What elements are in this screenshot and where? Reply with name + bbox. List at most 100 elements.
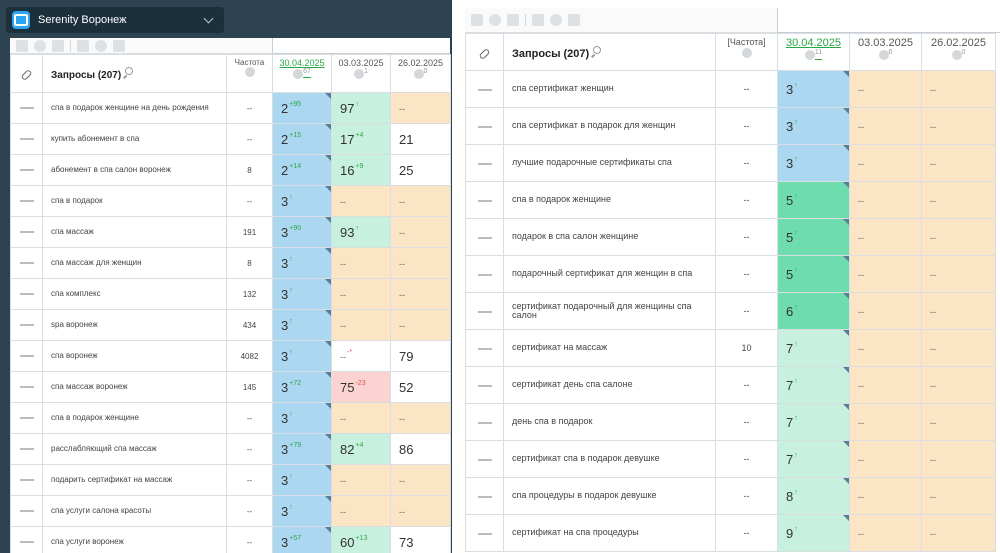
date-column-header[interactable]: 26.02.2025 0 [921, 33, 996, 71]
table-row[interactable]: spa воронеж 434 3↑ -- -- [10, 309, 451, 341]
row-link-cell[interactable] [10, 433, 43, 465]
query-cell[interactable]: спа в подарок женщине [42, 402, 227, 434]
query-cell[interactable]: спа комплекс [42, 278, 227, 310]
position-cell[interactable]: -- [390, 247, 451, 279]
position-cell[interactable]: 3↑ [272, 309, 332, 341]
row-link-cell[interactable] [10, 216, 43, 248]
search-icon[interactable] [593, 45, 602, 54]
position-cell[interactable]: 2+15 [272, 123, 332, 155]
link-icon[interactable] [507, 14, 519, 26]
row-link-cell[interactable] [465, 514, 504, 552]
calculator-icon[interactable] [77, 39, 89, 52]
position-cell[interactable]: -- [331, 185, 391, 217]
table-row[interactable]: спа комплекс 132 3↑ -- -- [10, 278, 451, 310]
table-row[interactable]: лучшие подарочные сертификаты спа -- 3↑ -- -… [465, 144, 996, 182]
position-cell[interactable]: 3↑ [272, 278, 332, 310]
query-column-header[interactable]: Запросы (207) [503, 33, 716, 71]
position-cell[interactable]: -- [921, 70, 996, 108]
query-column-header[interactable]: Запросы (207) [42, 54, 227, 93]
position-cell[interactable]: 2+14 [272, 154, 332, 186]
table-row[interactable]: спа в подарок женщине -- 3↑ -- -- [10, 402, 451, 434]
position-cell[interactable]: -- [921, 366, 996, 404]
row-link-cell[interactable] [10, 185, 43, 217]
query-cell[interactable]: спа в подарок [42, 185, 227, 217]
row-link-cell[interactable] [10, 92, 43, 124]
query-cell[interactable]: сертификат на массаж [503, 329, 716, 367]
query-cell[interactable]: лучшие подарочные сертификаты спа [503, 144, 716, 182]
table-row[interactable]: спа в подарок женщине -- 5↑ -- -- [465, 181, 996, 219]
position-cell[interactable]: 93↑ [331, 216, 391, 248]
row-link-cell[interactable] [465, 366, 504, 404]
position-cell[interactable]: 7↑ [777, 440, 850, 478]
query-cell[interactable]: сертификат подарочный для женщины спа са… [503, 292, 716, 330]
table-row[interactable]: спа процедуры в подарок девушке -- 8↑ -- -- [465, 477, 996, 515]
row-link-cell[interactable] [10, 402, 43, 434]
query-cell[interactable]: spa воронеж [42, 309, 227, 341]
row-link-cell[interactable] [10, 123, 43, 155]
table-row[interactable]: спа сертификат в подарок для женщин -- 3↑ -… [465, 107, 996, 145]
position-cell[interactable]: 86 [390, 433, 451, 465]
query-cell[interactable]: спа воронеж [42, 340, 227, 372]
table-row[interactable]: спа массаж для женщин 8 3↑ -- -- [10, 247, 451, 279]
position-cell[interactable]: -- [921, 218, 996, 256]
frequency-column-header[interactable]: Частота [226, 54, 273, 93]
query-cell[interactable]: спа в подарок женщине на день рождения [42, 92, 227, 124]
position-cell[interactable]: -- [849, 514, 922, 552]
position-cell[interactable]: 2+95 [272, 92, 332, 124]
table-row[interactable]: спа массаж 191 3+90 93↑ -- [10, 216, 451, 248]
row-link-cell[interactable] [10, 278, 43, 310]
position-cell[interactable]: 97↑ [331, 92, 391, 124]
query-cell[interactable]: спа массаж для женщин [42, 247, 227, 279]
chart-icon[interactable] [568, 14, 580, 26]
table-row[interactable]: спа услуги воронеж -- 3+57 60+13 73 [10, 526, 451, 553]
position-cell[interactable]: 3↑ [272, 464, 332, 496]
query-cell[interactable]: подарочный сертификат для женщин в спа [503, 255, 716, 293]
position-cell[interactable]: 5↑ [777, 218, 850, 256]
query-cell[interactable]: день спа в подарок [503, 403, 716, 441]
position-cell[interactable]: 5↑ [777, 181, 850, 219]
position-cell[interactable]: -- [331, 402, 391, 434]
position-cell[interactable]: 7↑ [777, 403, 850, 441]
position-cell[interactable]: -- [390, 495, 451, 527]
chevron-down-icon[interactable] [203, 13, 214, 23]
position-cell[interactable]: -- [921, 181, 996, 219]
position-cell[interactable]: 3↑ [272, 185, 332, 217]
position-cell[interactable]: -- [849, 366, 922, 404]
table-row[interactable]: расслабляющий спа массаж -- 3+79 82+4 86 [10, 433, 451, 465]
position-cell[interactable]: -- [390, 278, 451, 310]
calculator-icon[interactable] [532, 14, 544, 26]
position-cell[interactable]: -- [390, 92, 451, 124]
position-cell[interactable]: 52 [390, 371, 451, 403]
position-cell[interactable]: 3↑ [272, 247, 332, 279]
eye-icon[interactable] [34, 39, 46, 52]
position-cell[interactable]: ---* [331, 340, 391, 372]
position-cell[interactable]: -- [390, 185, 451, 217]
query-cell[interactable]: спа сертификат в подарок для женщин [503, 107, 716, 145]
row-link-cell[interactable] [465, 107, 504, 145]
position-cell[interactable]: -- [921, 292, 996, 330]
position-cell[interactable]: -- [390, 309, 451, 341]
link-icon[interactable] [52, 39, 64, 52]
row-link-cell[interactable] [10, 154, 43, 186]
row-link-cell[interactable] [465, 70, 504, 108]
contrast-icon[interactable] [95, 39, 107, 52]
position-cell[interactable]: -- [849, 218, 922, 256]
row-link-cell[interactable] [10, 526, 43, 553]
position-cell[interactable]: -- [849, 70, 922, 108]
position-cell[interactable]: -- [331, 464, 391, 496]
frequency-column-header[interactable]: [Частота] [715, 33, 778, 71]
position-cell[interactable]: -- [331, 309, 391, 341]
position-cell[interactable]: -- [331, 247, 391, 279]
query-cell[interactable]: спа процедуры в подарок девушке [503, 477, 716, 515]
position-cell[interactable]: -- [390, 402, 451, 434]
row-link-cell[interactable] [465, 329, 504, 367]
row-link-cell[interactable] [10, 464, 43, 496]
position-cell[interactable]: 3↑ [272, 402, 332, 434]
query-cell[interactable]: расслабляющий спа массаж [42, 433, 227, 465]
position-cell[interactable]: -- [921, 329, 996, 367]
link-column-header[interactable] [465, 33, 504, 71]
eye-icon[interactable] [489, 14, 501, 26]
row-link-cell[interactable] [465, 403, 504, 441]
table-row[interactable]: сертификат на спа процедуры -- 9↑ -- -- [465, 514, 996, 552]
table-row[interactable]: спа услуги салона красоты -- 3↑ -- -- [10, 495, 451, 527]
